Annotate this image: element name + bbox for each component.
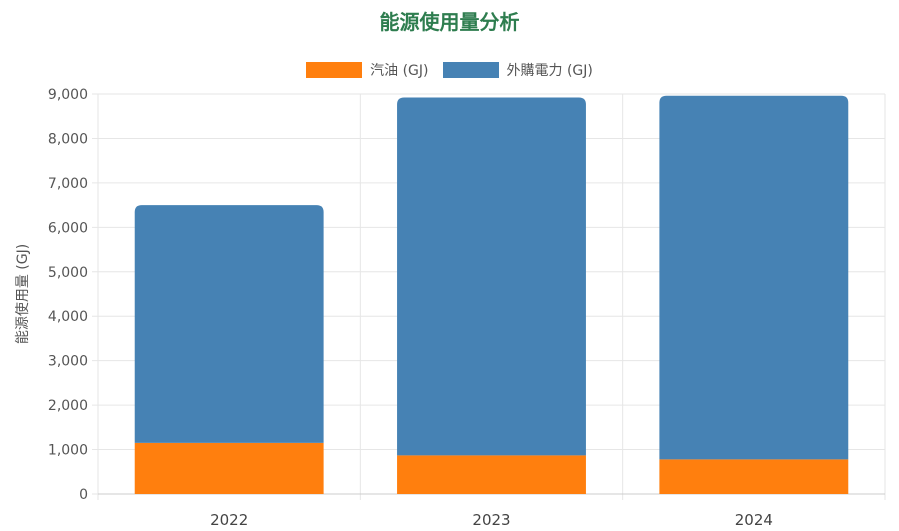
legend-label-gasoline: 汽油 (GJ) <box>370 63 429 79</box>
y-tick-label: 6,000 <box>48 220 88 236</box>
y-tick-label: 3,000 <box>48 354 88 370</box>
legend-item-gasoline[interactable]: 汽油 (GJ) <box>306 60 429 80</box>
y-axis-title: 能源使用量 (GJ) <box>14 244 31 344</box>
y-tick-label: 4,000 <box>48 309 88 325</box>
y-tick-label: 7,000 <box>48 176 88 192</box>
y-tick-label: 5,000 <box>48 265 88 281</box>
y-tick-label: 8,000 <box>48 131 88 147</box>
y-tick-label: 2,000 <box>48 398 88 414</box>
legend-label-electricity: 外購電力 (GJ) <box>506 63 593 79</box>
legend-swatch-electricity <box>442 62 499 78</box>
bar-segment-gasoline <box>134 442 324 494</box>
legend-item-electricity[interactable]: 外購電力 (GJ) <box>442 60 593 80</box>
legend-swatch-gasoline <box>306 62 363 78</box>
bar-segment-electricity <box>134 205 324 443</box>
y-tick-label: 9,000 <box>48 87 88 103</box>
y-tick-label: 1,000 <box>48 443 88 459</box>
bar-segment-electricity <box>397 97 586 456</box>
bar-segment-electricity <box>659 95 849 460</box>
legend: 汽油 (GJ) 外購電力 (GJ) <box>0 60 899 80</box>
bar-segment-gasoline <box>397 455 586 494</box>
y-tick-label: 0 <box>79 487 88 503</box>
x-tick-label: 2023 <box>472 511 510 529</box>
x-tick-label: 2022 <box>210 511 248 529</box>
x-tick-label: 2024 <box>735 511 773 529</box>
chart-title: 能源使用量分析 <box>379 10 520 34</box>
bar-segment-gasoline <box>659 459 849 494</box>
